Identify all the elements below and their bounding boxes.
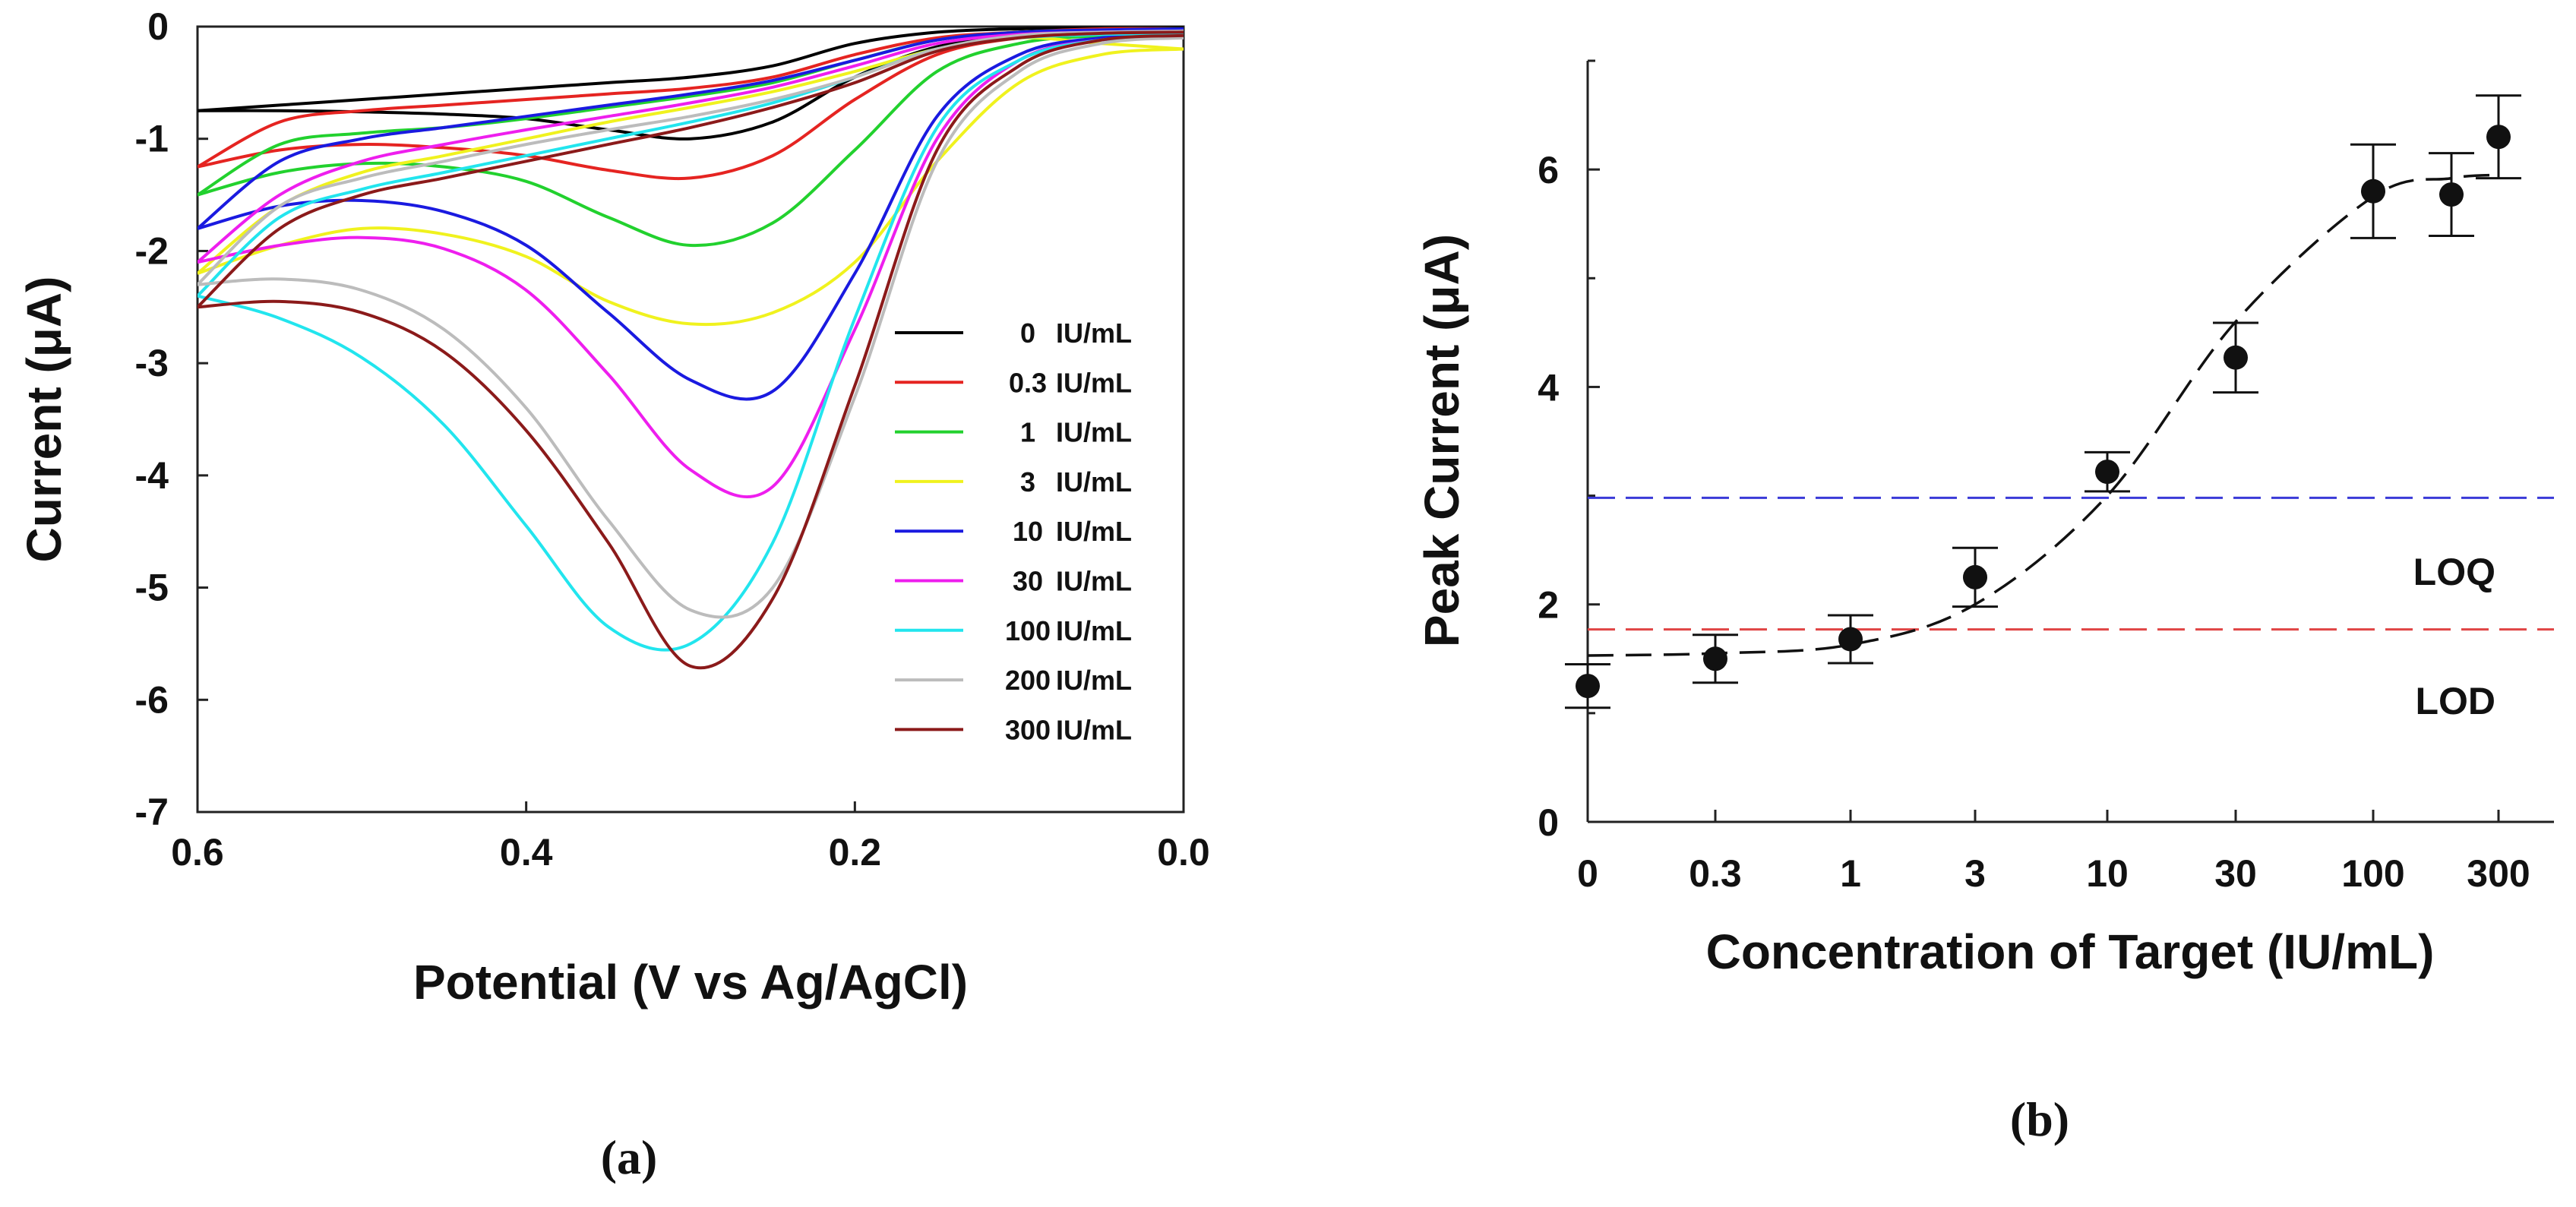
legend-concentration: 0	[1020, 318, 1035, 349]
x-tick-label-b: 300	[2467, 852, 2530, 895]
x-axis-label-a: Potential (V vs Ag/AgCl)	[413, 955, 968, 1010]
y-axis-label-a: Current (μA)	[17, 276, 71, 563]
legend-unit: IU/mL	[1056, 318, 1132, 349]
x-tick-label-b: 0.3	[1689, 852, 1742, 895]
caption-b: (b)	[2010, 1092, 2069, 1146]
legend-concentration: 0.3	[1009, 367, 1047, 398]
y-tick-label-b: 4	[1538, 366, 1559, 409]
x-tick-label-b: 30	[2214, 852, 2257, 895]
data-point-100	[2361, 179, 2385, 204]
curve-reverse-1	[198, 31, 1184, 248]
legend-unit: IU/mL	[1056, 516, 1132, 547]
legend-concentration: 300	[1005, 714, 1051, 745]
x-tick-label-a: 0.6	[171, 831, 224, 874]
fit-curve	[1587, 173, 2499, 657]
y-tick-label-a: -3	[135, 342, 169, 384]
y-tick-label-a: -4	[135, 454, 169, 497]
legend-unit: IU/mL	[1056, 417, 1132, 448]
x-tick-label-b: 1	[1840, 852, 1861, 895]
curve-reverse-3	[198, 47, 1184, 327]
curve-reverse-10	[198, 33, 1184, 401]
data-point-1	[1838, 627, 1863, 652]
curve-forward-10	[198, 27, 1184, 230]
x-tick-label-a: 0.4	[500, 831, 553, 874]
x-tick-label-b: 0	[1577, 852, 1598, 895]
legend-unit: IU/mL	[1056, 665, 1132, 696]
curve-reverse-300	[198, 33, 1184, 670]
x-tick-label-a: 0.2	[829, 831, 882, 874]
legend-concentration: 10	[1013, 516, 1043, 547]
y-tick-label-a: -5	[135, 567, 169, 609]
legend-concentration: 100	[1005, 615, 1051, 646]
y-tick-label-b: 0	[1538, 801, 1559, 844]
y-tick-label-b: 2	[1538, 584, 1559, 627]
data-point-0	[1576, 674, 1600, 699]
y-tick-label-a: -2	[135, 229, 169, 272]
legend-unit: IU/mL	[1056, 566, 1132, 597]
data-point-0.3	[1703, 646, 1727, 671]
legend-unit: IU/mL	[1056, 367, 1132, 398]
x-axis-label-b: Concentration of Target (IU/mL)	[1706, 924, 2435, 979]
x-tick-label-b: 100	[2341, 852, 2404, 895]
legend-concentration: 200	[1005, 665, 1051, 696]
legend-concentration: 3	[1020, 466, 1035, 498]
curve-forward-200	[198, 29, 1184, 286]
lod-label: LOD	[2415, 680, 2495, 722]
y-tick-label-a: -7	[135, 791, 169, 833]
panel-a-voltammograms: 0.6 0.4 0.2 0.0 0 -1 -2 -3 -4 -5 -6 -7 0 IU/mL 0.3 IU/…	[17, 5, 1210, 1184]
curve-reverse-100	[198, 33, 1184, 652]
panel-b-peak-current: 0 2 4 6 0 0.3 1 3 10 30 100 300 LOQ LOD Concentrati…	[1414, 59, 2554, 1146]
curve-reverse-200	[198, 36, 1184, 619]
data-point-300	[2486, 125, 2511, 150]
data-point-10	[2095, 460, 2119, 485]
x-tick-label-a: 0.0	[1157, 831, 1210, 874]
legend-concentration: 30	[1013, 566, 1043, 597]
data-point-200	[2439, 182, 2464, 207]
caption-a: (a)	[601, 1130, 658, 1184]
curve-forward-0	[198, 27, 1184, 112]
loq-label: LOQ	[2413, 551, 2495, 593]
data-point-3	[1963, 564, 1987, 589]
legend-unit: IU/mL	[1056, 615, 1132, 646]
curve-forward-30	[198, 29, 1184, 264]
y-tick-label-b: 6	[1538, 149, 1559, 191]
curve-forward-300	[198, 30, 1184, 308]
legend-a: 0 IU/mL 0.3 IU/mL 1 IU/mL 3 IU/mL 10 IU/mL 30 IU/mL…	[895, 318, 1132, 745]
x-tick-label-b: 3	[1964, 852, 1986, 895]
legend-unit: IU/mL	[1056, 714, 1132, 745]
legend-concentration: 1	[1020, 417, 1035, 448]
x-tick-label-b: 10	[2086, 852, 2129, 895]
y-axis-label-b: Peak Current (μA)	[1414, 234, 1469, 647]
y-tick-label-a: -6	[135, 678, 169, 721]
y-tick-label-a: 0	[147, 5, 169, 48]
data-point-30	[2224, 345, 2248, 370]
y-tick-label-a: -1	[135, 118, 169, 160]
legend-unit: IU/mL	[1056, 466, 1132, 498]
plot-frame-a	[196, 25, 1185, 814]
